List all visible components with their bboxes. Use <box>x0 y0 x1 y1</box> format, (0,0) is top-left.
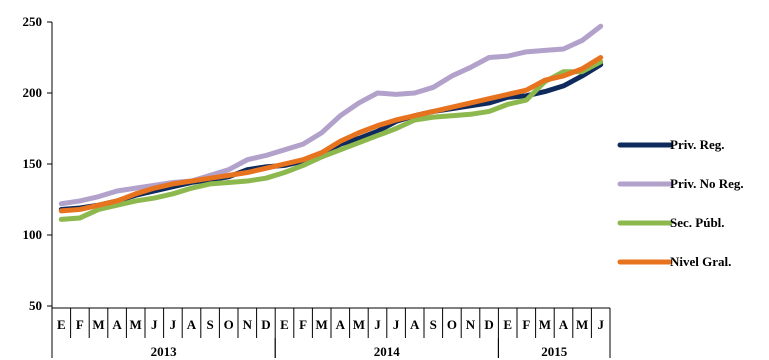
month-label: A <box>336 317 346 332</box>
month-label: M <box>130 317 142 332</box>
legend: Priv. Reg. Priv. No Reg. Sec. Públ. Nivel G… <box>617 137 744 269</box>
month-label: J <box>374 317 381 332</box>
month-label: J <box>170 317 177 332</box>
month-label: M <box>576 317 588 332</box>
month-label: N <box>243 317 253 332</box>
year-label: 2013 <box>151 344 178 359</box>
month-label: N <box>466 317 476 332</box>
month-label: F <box>76 317 84 332</box>
month-label: M <box>539 317 551 332</box>
y-tick-label: 150 <box>23 156 43 171</box>
month-label: M <box>316 317 328 332</box>
month-label: J <box>393 317 400 332</box>
month-label: E <box>503 317 512 332</box>
y-tick-label: 100 <box>23 227 43 242</box>
legend-label: Priv. No Reg. <box>670 176 744 191</box>
month-label: S <box>206 317 213 332</box>
month-label: A <box>559 317 569 332</box>
month-label: J <box>597 317 604 332</box>
legend-label: Priv. Reg. <box>670 137 725 152</box>
month-label: E <box>57 317 66 332</box>
month-label: S <box>430 317 437 332</box>
month-label: A <box>187 317 197 332</box>
series-line <box>58 23 604 207</box>
month-label: F <box>522 317 530 332</box>
month-label: O <box>224 317 234 332</box>
month-label: M <box>353 317 365 332</box>
series-line <box>58 55 604 214</box>
month-label: D <box>484 317 493 332</box>
month-label: E <box>280 317 289 332</box>
year-label: 2015 <box>541 344 568 359</box>
y-axis: 50 100 150 200 250 <box>23 14 53 313</box>
month-label: M <box>92 317 104 332</box>
month-label: J <box>151 317 158 332</box>
month-label: O <box>447 317 457 332</box>
month-label: A <box>410 317 420 332</box>
y-tick-label: 200 <box>23 85 43 100</box>
month-label: D <box>261 317 270 332</box>
month-label: A <box>112 317 122 332</box>
y-tick-label: 50 <box>29 298 42 313</box>
series-line <box>58 59 604 222</box>
year-label: 2014 <box>374 344 401 359</box>
y-tick-label: 250 <box>23 14 43 29</box>
legend-label: Nivel Gral. <box>670 254 731 269</box>
month-label: F <box>299 317 307 332</box>
series-lines <box>58 23 604 222</box>
legend-label: Sec. Públ. <box>670 215 725 230</box>
